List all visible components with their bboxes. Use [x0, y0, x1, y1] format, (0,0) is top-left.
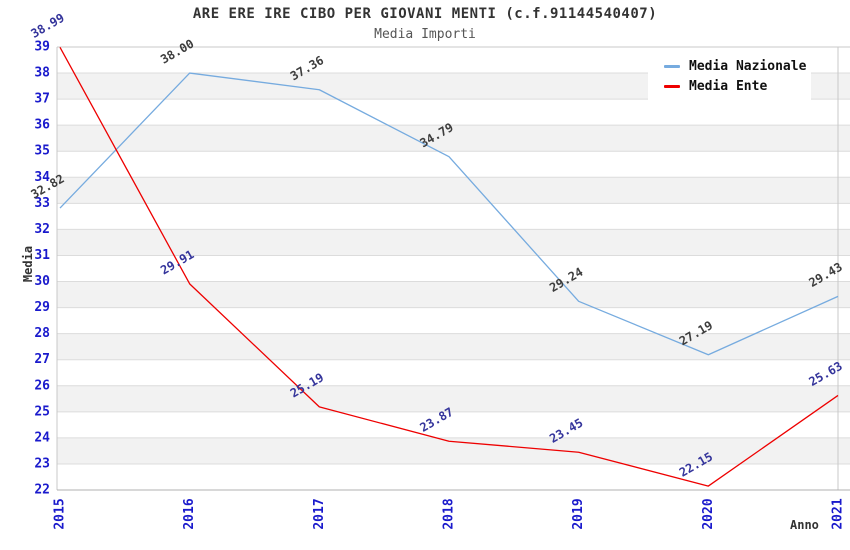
plot-band	[57, 463, 850, 490]
y-tick-label: 38	[34, 66, 50, 81]
y-tick-label: 35	[34, 144, 50, 159]
legend-label-ente: Media Ente	[689, 78, 768, 94]
plot-band	[57, 333, 850, 360]
plot-band	[57, 359, 850, 386]
y-tick-label: 39	[34, 40, 50, 55]
plot-band	[57, 255, 850, 282]
series-line-media-nazionale	[59, 72, 839, 356]
y-tick-label: 31	[34, 248, 50, 263]
y-tick-label: 28	[34, 326, 50, 341]
chart-subtitle: Media Importi	[374, 27, 476, 42]
x-axis-label: Anno	[790, 518, 819, 532]
y-tick-label: 29	[34, 300, 50, 315]
y-tick-label: 23	[34, 456, 50, 471]
plot-band	[57, 307, 850, 334]
x-tick-label: 2019	[571, 498, 586, 529]
plot-band	[57, 177, 850, 204]
y-tick-label: 34	[34, 170, 50, 185]
y-tick-label: 33	[34, 196, 50, 211]
legend-swatch-ente-icon	[664, 84, 680, 88]
legend-swatch-nazionale-icon	[664, 64, 680, 68]
series-line-media-ente	[59, 46, 839, 487]
legend-item-media-nazionale: Media Nazionale	[664, 59, 807, 74]
y-tick-label: 26	[34, 378, 50, 393]
plot-band	[57, 125, 850, 152]
x-tick-label: 2016	[182, 498, 197, 529]
y-tick-label: 30	[34, 274, 50, 289]
x-tick-label: 2021	[831, 498, 846, 529]
y-tick-label: 24	[34, 430, 50, 445]
x-tick-label: 2020	[701, 498, 716, 529]
y-axis-label: Media	[21, 245, 35, 283]
x-tick-label: 2018	[442, 498, 457, 529]
plot-band	[57, 203, 850, 230]
plot-band	[57, 411, 850, 438]
y-tick-label: 25	[34, 404, 50, 419]
x-tick-label: 2017	[312, 498, 327, 529]
y-tick-label: 27	[34, 352, 50, 367]
legend-label-nazionale: Media Nazionale	[689, 58, 807, 74]
plot-band	[57, 229, 850, 256]
plot-band	[57, 99, 850, 126]
y-tick-label: 32	[34, 222, 50, 237]
plot-band	[57, 281, 850, 308]
legend-item-media-ente: Media Ente	[664, 79, 807, 94]
plot-band	[57, 151, 850, 178]
y-tick-label: 37	[34, 92, 50, 107]
y-tick-label: 36	[34, 118, 50, 133]
legend: Media Nazionale Media Ente	[648, 50, 811, 102]
plot-band	[57, 385, 850, 412]
chart-title: ARE ERE IRE CIBO PER GIOVANI MENTI (c.f.…	[192, 6, 658, 22]
x-tick-label: 2015	[53, 498, 68, 529]
y-tick-label: 22	[34, 483, 50, 498]
